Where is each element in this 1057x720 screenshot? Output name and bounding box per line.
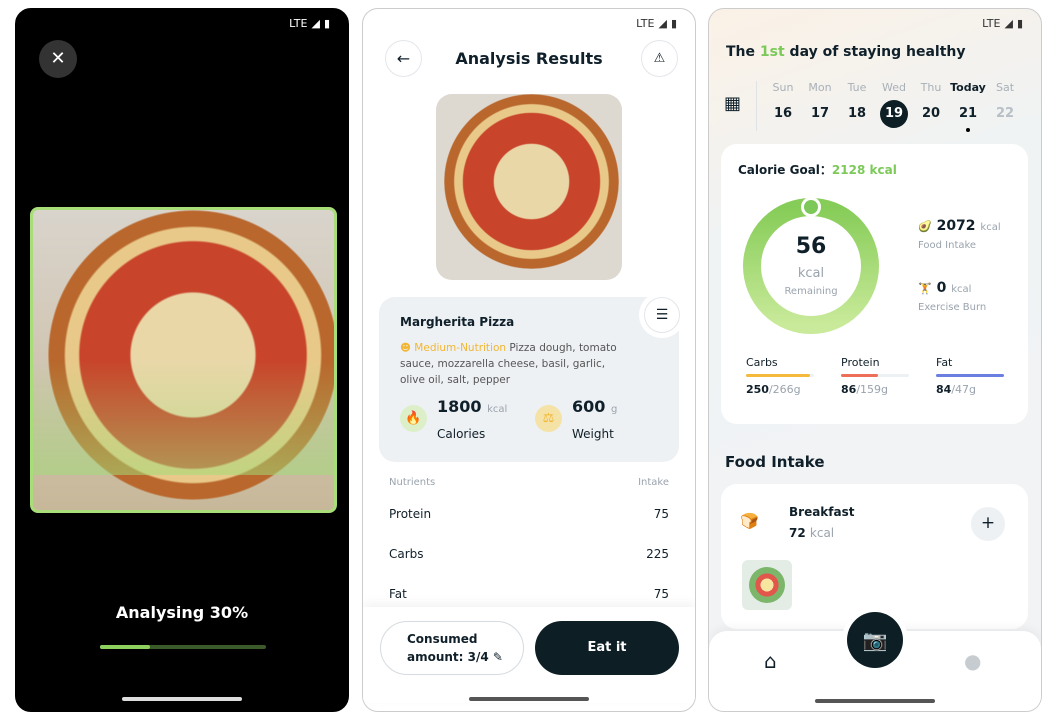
remaining-unit: kcal	[797, 266, 825, 281]
food-photo-frame	[30, 207, 337, 513]
bread-icon: 🍞	[740, 512, 759, 530]
home-icon: ⌂	[764, 649, 777, 673]
calendar-icon[interactable]: ▦	[724, 93, 742, 114]
day-sat[interactable]: Sat 22	[995, 81, 1015, 121]
battery-icon: ▮	[670, 17, 677, 30]
burn-value: 0	[936, 280, 947, 296]
day-tue[interactable]: Tue 18	[847, 81, 867, 121]
calories-unit: kcal	[487, 404, 508, 415]
nutrient-value: 225	[646, 547, 669, 561]
calorie-ring	[743, 197, 879, 334]
calorie-card: Calorie Goal：2128 kcal 56 kcal Remaining…	[721, 144, 1028, 424]
network-label: LTE	[982, 17, 1001, 30]
sliders-icon: ☰	[644, 297, 680, 333]
nav-home[interactable]: ⌂	[764, 649, 777, 673]
meal-value: 72	[789, 526, 806, 540]
day-wed[interactable]: Wed 19	[876, 81, 912, 128]
food-description: ☻ Medium-Nutrition Pizza dough, tomato s…	[400, 340, 625, 388]
back-arrow-icon: ←	[396, 49, 411, 68]
nutrient-value: 75	[653, 587, 669, 601]
nutrient-name: Carbs	[389, 547, 424, 561]
camera-button[interactable]: 📷	[847, 612, 903, 668]
nutrients-header: Nutrients	[389, 477, 436, 488]
food-photo	[436, 94, 622, 280]
plus-icon: +	[980, 513, 996, 533]
back-button[interactable]: ←	[385, 40, 422, 77]
breakfast-card: 🍞 Breakfast 72 kcal +	[721, 484, 1028, 629]
close-button[interactable]: ✕	[39, 40, 77, 78]
battery-icon: ▮	[1016, 17, 1023, 30]
signal-icon: ◢	[1004, 17, 1013, 30]
day-sun[interactable]: Sun 16	[772, 81, 794, 121]
remaining-value: 56	[795, 234, 827, 259]
calories-label: Calories	[437, 427, 486, 441]
edit-icon: ✎	[492, 650, 503, 664]
weightlifter-icon: 🏋	[918, 282, 932, 295]
signal-icon: ◢	[658, 17, 667, 30]
meal-name: Breakfast	[789, 505, 855, 519]
headline: The 1st day of staying healthy	[726, 44, 966, 60]
goal-label: Calorie Goal：	[738, 163, 832, 177]
day-mon[interactable]: Mon 17	[808, 81, 832, 121]
camera-icon: 📷	[862, 628, 888, 652]
nutrition-level: Medium-Nutrition	[414, 342, 507, 354]
nutrient-name: Protein	[389, 507, 432, 521]
weight-label: Weight	[572, 427, 614, 441]
status-bar: LTE ◢ ▮	[289, 17, 330, 30]
avocado-icon: 🥑	[918, 220, 932, 233]
macro-protein: Protein 86/159g	[841, 356, 909, 396]
remaining-label: Remaining	[784, 286, 838, 297]
calories-icon: 🔥	[400, 405, 427, 432]
analysis-results-screen: LTE ◢ ▮ ← Analysis Results ⚠ Margherita Pi…	[362, 8, 696, 712]
goal-value: 2128 kcal	[831, 163, 897, 177]
eat-it-button[interactable]: Eat it	[535, 621, 679, 675]
food-name: Margherita Pizza	[400, 315, 515, 329]
meal-thumbnail[interactable]	[742, 560, 792, 610]
close-icon: ✕	[50, 48, 66, 69]
nutrient-name: Fat	[389, 587, 407, 601]
analysing-screen: LTE ◢ ▮ ✕ Analysing 30%	[15, 8, 349, 712]
macro-fat: Fat 84/47g	[936, 356, 1004, 396]
adjust-button[interactable]: ☰	[639, 292, 685, 338]
burn-label: Exercise Burn	[918, 302, 987, 313]
network-label: LTE	[289, 17, 308, 30]
page-title: Analysis Results	[455, 49, 603, 68]
ingredients: Pizza dough, tomato sauce, mozzarella ch…	[400, 342, 617, 386]
food-info-card: Margherita Pizza ☻ Medium-Nutrition Pizz…	[379, 297, 679, 462]
day-thu[interactable]: Thu 20	[920, 81, 942, 121]
neutral-face-icon: ☻	[400, 342, 411, 354]
intake-header: Intake	[638, 477, 669, 488]
intake-label: Food Intake	[918, 240, 977, 251]
weight-unit: g	[610, 404, 618, 415]
intake-value: 2072	[936, 218, 976, 234]
home-screen: LTE ◢ ▮ The 1st day of staying healthy ▦ S…	[708, 8, 1042, 712]
battery-icon: ▮	[323, 17, 330, 30]
nav-profile[interactable]: ●	[964, 649, 981, 673]
weight-value: 600	[572, 397, 606, 416]
report-button[interactable]: ⚠	[641, 40, 678, 77]
calories-value: 1800	[437, 397, 482, 416]
day-today[interactable]: Today 21	[950, 81, 986, 132]
weight-icon: ⚖	[535, 405, 562, 432]
report-icon: ⚠	[653, 51, 666, 66]
macro-carbs: Carbs 250/266g	[746, 356, 814, 396]
analysing-label: Analysing 30%	[115, 603, 249, 622]
consumed-amount-button[interactable]: Consumed amount: 3/4 ✎	[380, 621, 524, 675]
consumed-label: Consumed amount: 3/4	[407, 632, 489, 664]
section-title: Food Intake	[725, 453, 825, 471]
nutrient-value: 75	[653, 507, 669, 521]
progress-bar	[100, 645, 266, 649]
add-food-button[interactable]: +	[971, 507, 1005, 541]
person-icon: ●	[964, 649, 982, 673]
signal-icon: ◢	[311, 17, 320, 30]
network-label: LTE	[636, 17, 655, 30]
